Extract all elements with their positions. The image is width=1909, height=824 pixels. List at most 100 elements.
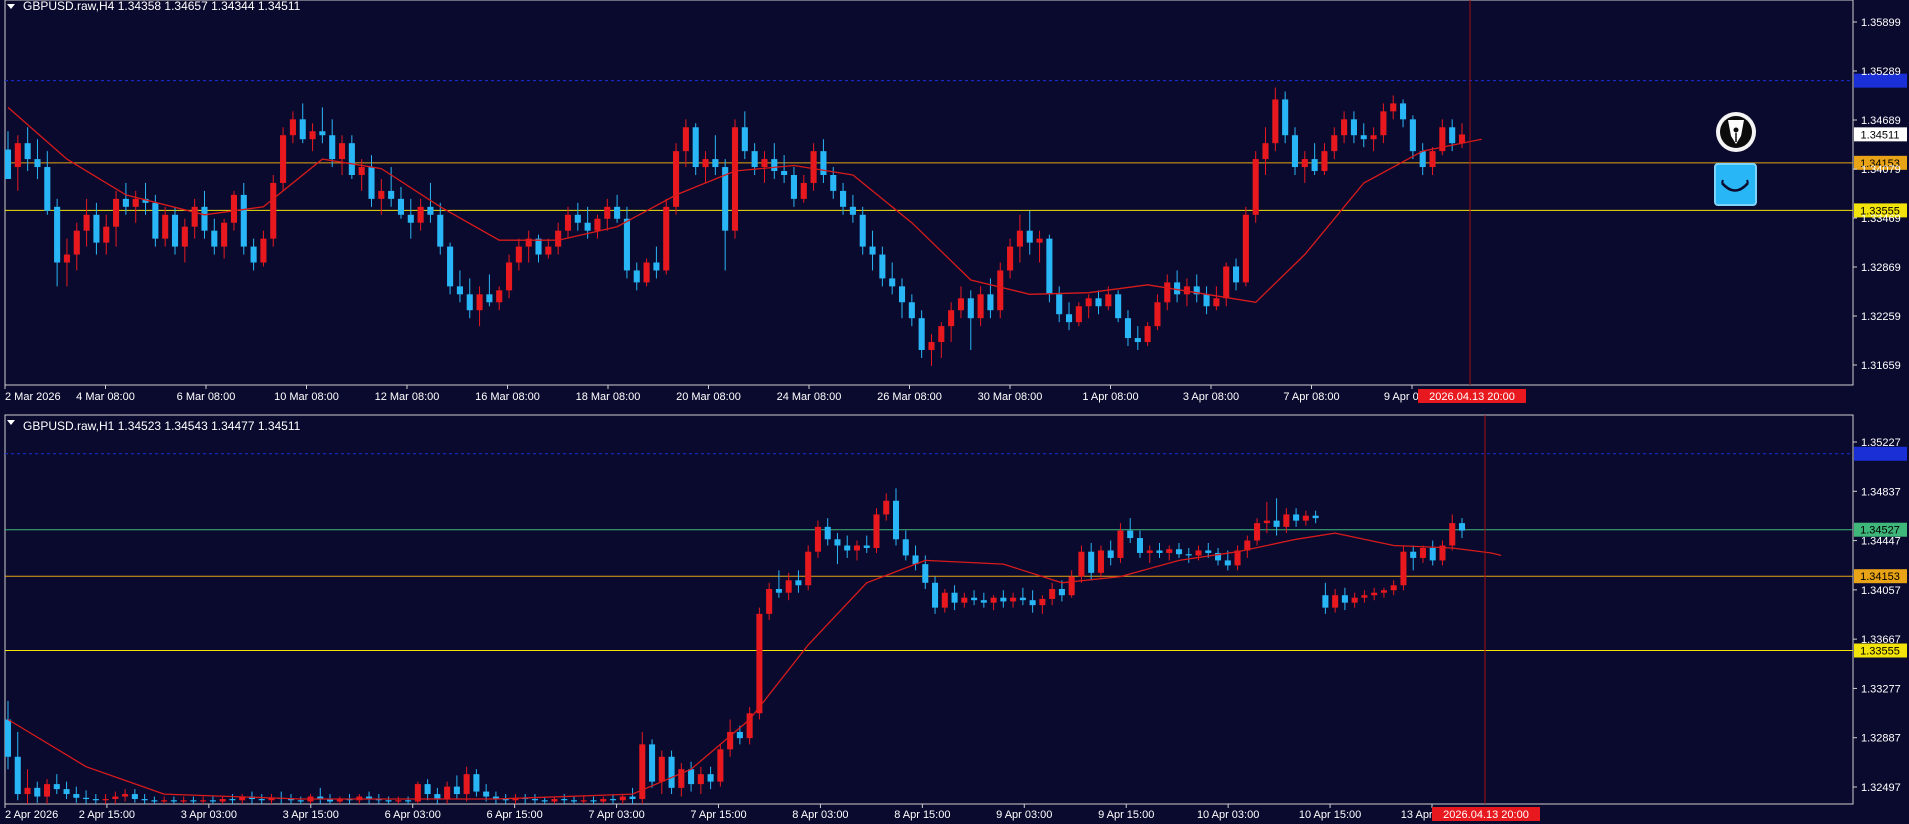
h1-x-tick-label: 10 Apr 15:00 xyxy=(1299,809,1361,821)
h4-candle-body xyxy=(1409,119,1416,152)
h1-candle-body xyxy=(590,800,597,802)
h1-candle xyxy=(756,607,763,720)
h4-x-tick-label: 1 Apr 08:00 xyxy=(1082,391,1138,403)
h4-y-tick-label: 1.33469 xyxy=(1861,213,1901,225)
h4-level-badge-2 xyxy=(1854,203,1907,218)
h4-candle xyxy=(653,246,660,279)
h1-candle-body xyxy=(873,514,880,548)
smile-icon[interactable] xyxy=(1714,163,1757,206)
h1-candle xyxy=(131,789,138,803)
h1-candle-body xyxy=(161,800,168,802)
h4-candle xyxy=(476,286,483,327)
h4-candle xyxy=(309,123,316,152)
h1-candle xyxy=(1341,587,1348,611)
h4-candle-body xyxy=(673,151,680,207)
h4-candle-body xyxy=(1458,134,1466,144)
h4-candle-body xyxy=(751,151,758,168)
h4-candle-body xyxy=(103,226,110,243)
h1-candle xyxy=(892,488,900,546)
h1-candle-body xyxy=(990,597,997,603)
h1-x-tick-label: 9 Apr 15:00 xyxy=(1098,809,1154,821)
h1-candle xyxy=(73,786,80,803)
h4-collapse-triangle-icon[interactable] xyxy=(7,4,15,9)
h4-candle xyxy=(505,254,513,299)
h1-candle xyxy=(766,582,773,621)
h1-candle-body xyxy=(1166,549,1173,553)
h4-candle xyxy=(889,262,896,295)
h4-chart-title-group[interactable]: GBPUSD.raw,H4 1.34358 1.34657 1.34344 1.… xyxy=(7,0,301,13)
h4-candle xyxy=(152,194,159,247)
h4-candle-body xyxy=(162,214,169,239)
h4-candle xyxy=(948,302,955,343)
h1-candle xyxy=(1175,543,1183,558)
h4-candle-body xyxy=(653,262,660,271)
h4-candle xyxy=(761,151,768,183)
h1-candle-body xyxy=(1078,551,1085,577)
h1-collapse-triangle-icon[interactable] xyxy=(7,420,15,425)
h4-x-tick-label: 30 Mar 08:00 xyxy=(978,391,1043,403)
h4-candle-body xyxy=(1419,151,1426,168)
h1-candle-body xyxy=(1000,597,1007,602)
h4-candle xyxy=(564,206,572,239)
h1-candle-body xyxy=(736,731,743,739)
h4-candle-body xyxy=(879,254,886,279)
h4-level-badge-1 xyxy=(1854,155,1907,170)
h4-candle xyxy=(879,246,886,287)
h4-candle xyxy=(44,151,51,215)
pen-nib-icon[interactable] xyxy=(1716,112,1756,152)
h1-candle xyxy=(717,744,724,787)
h4-candle-body xyxy=(1321,151,1328,172)
h1-x-tick-label: 8 Apr 15:00 xyxy=(894,809,950,821)
h1-candle xyxy=(824,518,831,546)
h4-candle-body xyxy=(250,246,257,263)
h1-candle xyxy=(932,576,939,614)
h1-candle-body xyxy=(1136,538,1143,553)
h1-candle xyxy=(1058,580,1065,602)
h4-candle-body xyxy=(191,206,198,227)
h4-candle-body xyxy=(741,127,748,152)
h1-candle-body xyxy=(200,800,207,802)
h4-candle-body xyxy=(1223,266,1230,299)
h4-candle xyxy=(1341,111,1348,144)
h4-candle xyxy=(1301,151,1308,183)
h1-chart-title-group[interactable]: GBPUSD.raw,H1 1.34523 1.34543 1.34477 1.… xyxy=(7,419,301,433)
h1-candle xyxy=(1185,547,1192,563)
h1-candle xyxy=(649,739,656,788)
h4-candle-body xyxy=(997,270,1004,311)
h4-candle xyxy=(741,111,748,160)
h1-x-tick-label: 2 Apr 2026 xyxy=(5,809,58,821)
h4-candle-body xyxy=(427,206,434,215)
h1-candle-body xyxy=(746,713,753,739)
h1-candle-body xyxy=(649,744,656,782)
h1-candle-body xyxy=(1449,523,1456,546)
h4-candle-body xyxy=(152,202,159,239)
h4-candle-body xyxy=(1360,135,1367,140)
h4-candle xyxy=(1350,111,1357,144)
h1-candle-body xyxy=(1185,554,1192,556)
h4-candle xyxy=(781,155,788,183)
h4-candle xyxy=(1252,151,1259,223)
h1-candle-body xyxy=(922,564,929,583)
h1-candle xyxy=(14,731,21,801)
h1-candle xyxy=(1010,592,1017,608)
h1-candle-body xyxy=(170,800,177,802)
h1-candle xyxy=(424,779,431,801)
h4-candle-body xyxy=(1370,135,1377,140)
h4-candle xyxy=(633,262,640,291)
h4-candle xyxy=(368,155,375,207)
h4-candle-body xyxy=(270,182,277,239)
h1-y-tick-label: 1.32497 xyxy=(1861,782,1901,794)
h4-candle-body xyxy=(938,326,945,343)
h1-candle xyxy=(941,588,948,613)
h4-candle xyxy=(338,135,346,175)
h1-candle-body xyxy=(1010,597,1017,602)
h1-candle-body xyxy=(824,526,831,540)
h1-candle xyxy=(980,592,987,608)
h4-candle-body xyxy=(407,214,414,223)
h4-x-tick-label: 18 Mar 08:00 xyxy=(576,391,641,403)
h1-candle xyxy=(795,570,802,593)
h4-candle-body xyxy=(93,214,100,243)
h4-candle-body xyxy=(957,298,965,311)
